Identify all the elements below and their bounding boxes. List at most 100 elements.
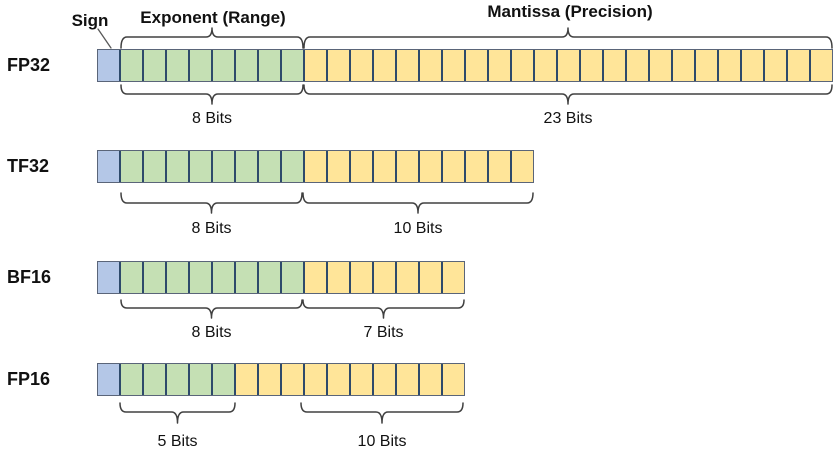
- bit-row-fp32: [97, 49, 833, 82]
- mantissa-bit-cell: [581, 50, 604, 81]
- exponent-header-label: Exponent (Range): [140, 8, 286, 27]
- mantissa-bit-cell: [305, 151, 328, 182]
- mantissa-bit-cell: [466, 151, 489, 182]
- mantissa-bit-cell: [351, 50, 374, 81]
- exponent-bit-cell: [190, 50, 213, 81]
- exponent-bit-cell: [121, 50, 144, 81]
- exponent-brace-fp16: [119, 402, 236, 424]
- mantissa-bit-cell: [397, 151, 420, 182]
- exponent-brace-tf32: [120, 192, 303, 214]
- mantissa-bit-cell: [351, 364, 374, 395]
- exponent-brace-fp32: [120, 84, 304, 105]
- mantissa-bit-cell: [282, 364, 305, 395]
- mantissa-bit-cell: [512, 50, 535, 81]
- exponent-bit-cell: [121, 364, 144, 395]
- mantissa-bits-label-fp16: 10 Bits: [357, 433, 407, 450]
- exponent-bit-cell: [144, 151, 167, 182]
- exponent-bit-cell: [282, 50, 305, 81]
- exponent-bit-cell: [282, 151, 305, 182]
- exponent-bits-label-fp32: 8 Bits: [191, 110, 233, 127]
- exponent-bit-cell: [236, 262, 259, 293]
- mantissa-bit-cell: [765, 50, 788, 81]
- mantissa-bit-cell: [443, 262, 464, 293]
- mantissa-bit-cell: [535, 50, 558, 81]
- mantissa-bit-cell: [351, 262, 374, 293]
- exponent-bit-cell: [259, 262, 282, 293]
- mantissa-bit-cell: [374, 50, 397, 81]
- mantissa-bit-cell: [420, 50, 443, 81]
- exponent-bit-cell: [213, 364, 236, 395]
- exponent-bit-cell: [190, 262, 213, 293]
- mantissa-bit-cell: [351, 151, 374, 182]
- mantissa-bit-cell: [305, 50, 328, 81]
- exponent-brace-bf16: [120, 299, 303, 319]
- mantissa-bit-cell: [305, 262, 328, 293]
- mantissa-bit-cell: [604, 50, 627, 81]
- mantissa-top-brace: [303, 27, 833, 49]
- sign-header-label: Sign: [71, 11, 109, 30]
- mantissa-bit-cell: [420, 151, 443, 182]
- exponent-bit-cell: [144, 262, 167, 293]
- mantissa-bit-cell: [328, 50, 351, 81]
- sign-bit-cell: [98, 151, 121, 182]
- mantissa-bit-cell: [696, 50, 719, 81]
- mantissa-bit-cell: [259, 364, 282, 395]
- mantissa-bit-cell: [397, 262, 420, 293]
- mantissa-brace-bf16: [302, 299, 465, 319]
- mantissa-brace-tf32: [302, 192, 534, 214]
- format-label-tf32: TF32: [7, 156, 50, 176]
- exponent-bits-label-tf32: 8 Bits: [191, 220, 232, 237]
- mantissa-bit-cell: [558, 50, 581, 81]
- mantissa-brace-fp32: [303, 84, 833, 105]
- exponent-bits-label-fp16: 5 Bits: [157, 433, 198, 450]
- mantissa-bit-cell: [811, 50, 832, 81]
- mantissa-bit-cell: [397, 364, 420, 395]
- mantissa-bit-cell: [328, 262, 351, 293]
- exponent-bit-cell: [144, 50, 167, 81]
- mantissa-bit-cell: [650, 50, 673, 81]
- mantissa-bit-cell: [719, 50, 742, 81]
- exponent-bits-label-bf16: 8 Bits: [191, 324, 232, 341]
- format-label-fp16: FP16: [7, 369, 51, 389]
- mantissa-bit-cell: [236, 364, 259, 395]
- mantissa-bit-cell: [420, 364, 443, 395]
- sign-bit-cell: [98, 364, 121, 395]
- mantissa-brace-fp16: [300, 402, 464, 424]
- exponent-bit-cell: [236, 151, 259, 182]
- mantissa-bit-cell: [328, 364, 351, 395]
- exponent-bit-cell: [236, 50, 259, 81]
- mantissa-bit-cell: [742, 50, 765, 81]
- mantissa-header-label: Mantissa (Precision): [487, 2, 653, 21]
- exponent-bit-cell: [167, 50, 190, 81]
- exponent-bit-cell: [259, 151, 282, 182]
- mantissa-bit-cell: [673, 50, 696, 81]
- exponent-bit-cell: [259, 50, 282, 81]
- mantissa-bit-cell: [397, 50, 420, 81]
- mantissa-bits-label-fp32: 23 Bits: [543, 110, 593, 127]
- format-label-bf16: BF16: [7, 267, 52, 287]
- mantissa-bit-cell: [489, 151, 512, 182]
- sign-bit-cell: [98, 50, 121, 81]
- exponent-bit-cell: [213, 151, 236, 182]
- exponent-bit-cell: [167, 364, 190, 395]
- exponent-bit-cell: [167, 262, 190, 293]
- exponent-bit-cell: [167, 151, 190, 182]
- mantissa-bit-cell: [420, 262, 443, 293]
- mantissa-bit-cell: [627, 50, 650, 81]
- mantissa-bits-label-bf16: 7 Bits: [363, 324, 404, 341]
- mantissa-bits-label-tf32: 10 Bits: [393, 220, 443, 237]
- exponent-bit-cell: [121, 262, 144, 293]
- sign-bit-cell: [98, 262, 121, 293]
- exponent-top-brace: [120, 27, 304, 49]
- bit-row-fp16: [97, 363, 465, 396]
- exponent-bit-cell: [144, 364, 167, 395]
- mantissa-bit-cell: [328, 151, 351, 182]
- mantissa-bit-cell: [443, 364, 464, 395]
- mantissa-bit-cell: [489, 50, 512, 81]
- bit-row-tf32: [97, 150, 534, 183]
- mantissa-bit-cell: [788, 50, 811, 81]
- exponent-bit-cell: [190, 151, 213, 182]
- format-label-fp32: FP32: [7, 55, 51, 75]
- exponent-bit-cell: [213, 262, 236, 293]
